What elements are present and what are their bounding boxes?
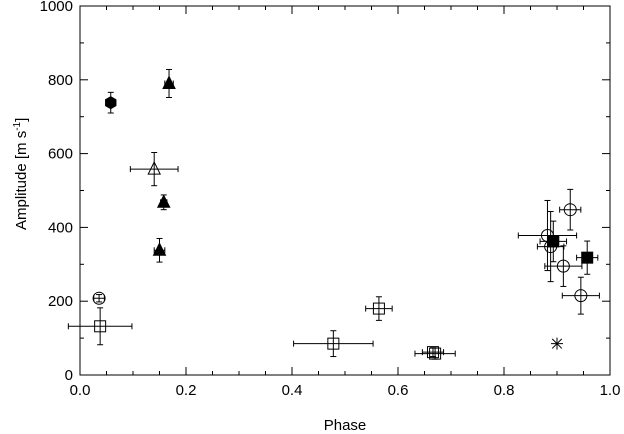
square-marker <box>547 235 560 248</box>
circle-marker <box>556 259 570 273</box>
x-axis-label: Phase <box>324 417 367 434</box>
x-tick-label: 0.0 <box>70 382 91 399</box>
x-tick-label: 0.2 <box>176 382 197 399</box>
square-marker <box>94 320 107 333</box>
circle-marker <box>92 291 106 305</box>
y-tick-label: 400 <box>48 219 73 236</box>
data-point-open-square <box>365 296 393 321</box>
y-axis-label-close: ] <box>13 117 30 122</box>
triangle-marker <box>156 194 171 208</box>
data-point-open-circle <box>561 276 600 315</box>
y-tick-label: 0 <box>65 367 73 384</box>
axis-ticks <box>79 5 611 376</box>
data-point-filled-square <box>576 240 599 275</box>
y-tick-label: 600 <box>48 146 73 163</box>
circle-marker <box>563 203 577 217</box>
x-tick-labels: 0.0 0.2 0.4 0.6 0.8 1.0 <box>70 382 621 399</box>
data-point-filled-triangle <box>162 68 176 99</box>
square-marker <box>372 302 385 315</box>
data-point-open-circle <box>559 188 582 231</box>
data-point-open-square <box>421 346 445 359</box>
data-point-filled-triangle <box>152 237 167 263</box>
data-point-open-circle <box>92 291 106 305</box>
circle-marker <box>574 289 588 303</box>
y-tick-label: 200 <box>48 293 73 310</box>
data-points <box>67 68 600 360</box>
x-tick-label: 0.6 <box>388 382 409 399</box>
triangle-marker <box>162 75 176 89</box>
square-marker <box>327 337 340 350</box>
y-tick-labels: 0 200 400 600 800 1000 <box>40 0 73 384</box>
square-marker <box>426 346 439 359</box>
y-axis-label-main: Amplitude [m s <box>13 130 30 230</box>
data-point-filled-square <box>539 220 568 263</box>
x-tick-label: 0.4 <box>282 382 303 399</box>
triangle-marker <box>147 160 162 175</box>
x-tick-label: 1.0 <box>600 382 621 399</box>
square-marker <box>581 251 594 264</box>
x-tick-label: 0.8 <box>494 382 515 399</box>
triangle-marker <box>152 242 167 256</box>
hexagon-marker <box>105 96 117 110</box>
data-point-filled-triangle <box>156 194 171 211</box>
y-tick-label: 800 <box>48 72 73 89</box>
y-axis-label-exponent: -1 <box>12 121 23 131</box>
data-point-open-circle <box>544 245 583 287</box>
plot-frame <box>79 5 611 376</box>
data-point-open-square <box>67 307 133 346</box>
data-point-filled-hexagon <box>105 91 117 114</box>
y-tick-label: 1000 <box>40 0 73 15</box>
y-axis-label: Amplitude [m s-1] <box>12 118 32 230</box>
data-point-open-square <box>293 330 374 358</box>
data-point-asterisk <box>551 337 563 350</box>
data-point-open-triangle <box>129 151 179 187</box>
